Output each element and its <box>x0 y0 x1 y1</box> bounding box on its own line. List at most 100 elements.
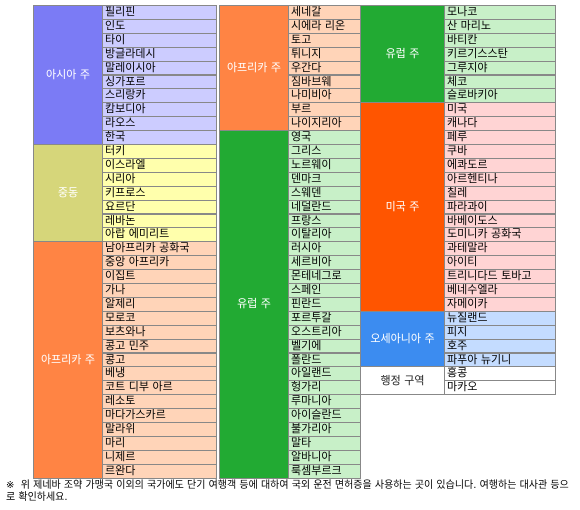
country-cell: 프랑스 <box>288 213 361 229</box>
country-cell: 방글라데시 <box>102 46 217 62</box>
country-cell: 뉴질랜드 <box>444 310 556 326</box>
region-cell: 유럽 주 <box>360 5 445 104</box>
country-cell: 아랍 에미리트 <box>102 227 217 243</box>
country-cell: 영국 <box>288 130 361 145</box>
country-cell: 캄보디아 <box>102 102 217 118</box>
country-cell: 파라과이 <box>444 199 556 215</box>
country-cell: 싱가포르 <box>102 74 217 90</box>
country-cell: 말라위 <box>102 422 217 437</box>
country-cell: 자메이카 <box>444 296 556 312</box>
country-cell: 튀니지 <box>288 46 361 62</box>
country-cell: 모나코 <box>444 5 556 20</box>
country-cell: 모로코 <box>102 310 217 326</box>
country-cell: 노르웨이 <box>288 157 361 173</box>
country-cell: 불가리아 <box>288 422 361 437</box>
country-cell: 필리핀 <box>102 5 217 20</box>
country-cell: 폴란드 <box>288 352 361 368</box>
country-cell: 캐나다 <box>444 116 556 132</box>
country-cell: 니제르 <box>102 449 217 465</box>
country-cell: 베네수엘라 <box>444 283 556 298</box>
country-cell: 네덜란드 <box>288 199 361 215</box>
country-cell: 시에라 리온 <box>288 18 361 34</box>
region-cell: 유럽 주 <box>219 130 289 479</box>
country-cell: 에콰도르 <box>444 157 556 173</box>
country-cell: 루마니아 <box>288 394 361 410</box>
country-cell: 아이슬란드 <box>288 408 361 423</box>
country-cell: 말레이시아 <box>102 60 217 76</box>
country-cell: 헝가리 <box>288 380 361 396</box>
country-cell: 홍콩 <box>444 366 556 382</box>
country-cell: 나미비아 <box>288 88 361 104</box>
country-cell: 덴마크 <box>288 171 361 187</box>
country-cell: 라오스 <box>102 116 217 132</box>
region-cell: 행정 구역 <box>360 366 445 396</box>
country-cell: 우간다 <box>288 60 361 76</box>
country-cell: 바티칸 <box>444 32 556 48</box>
country-cell: 룩셈부르크 <box>288 463 361 479</box>
country-cell: 베냉 <box>102 366 217 382</box>
country-cell: 몬테네그로 <box>288 269 361 284</box>
country-cell: 터키 <box>102 144 217 159</box>
region-cell: 아프리카 주 <box>219 5 289 132</box>
country-cell: 짐바브웨 <box>288 74 361 90</box>
country-cell: 인도 <box>102 18 217 34</box>
country-cell: 마다가스카르 <box>102 408 217 423</box>
region-cell: 중동 <box>33 144 103 243</box>
country-cell: 트리니다드 토바고 <box>444 269 556 284</box>
country-cell: 요르단 <box>102 199 217 215</box>
country-cell: 이집트 <box>102 269 217 284</box>
country-cell: 산 마리노 <box>444 18 556 34</box>
region-cell: 미국 주 <box>360 102 445 312</box>
country-cell: 중앙 아프리카 <box>102 255 217 271</box>
country-cell: 마리 <box>102 435 217 451</box>
country-cell: 피지 <box>444 324 556 340</box>
country-cell: 콩고 민주 <box>102 338 217 354</box>
country-cell: 러시아 <box>288 241 361 257</box>
country-cell: 한국 <box>102 130 217 145</box>
country-cell: 마카오 <box>444 380 556 396</box>
footnote: ※ 위 제네바 조약 가맹국 이외의 국가에도 단기 여행객 등에 대하여 국외… <box>6 480 572 504</box>
country-cell: 오스트리아 <box>288 324 361 340</box>
footnote-text: 위 제네바 조약 가맹국 이외의 국가에도 단기 여행객 등에 대하여 국외 운… <box>6 480 569 503</box>
country-cell: 미국 <box>444 102 556 118</box>
country-cell: 아일랜드 <box>288 366 361 382</box>
country-cell: 아르헨티나 <box>444 171 556 187</box>
country-cell: 칠레 <box>444 185 556 201</box>
country-cell: 레소토 <box>102 394 217 410</box>
country-cell: 스웨덴 <box>288 185 361 201</box>
country-cell: 르완다 <box>102 463 217 479</box>
country-cell: 이스라엘 <box>102 157 217 173</box>
country-cell: 타이 <box>102 32 217 48</box>
country-cell: 체코 <box>444 74 556 90</box>
country-cell: 보츠와나 <box>102 324 217 340</box>
country-cell: 시리아 <box>102 171 217 187</box>
region-cell: 아시아 주 <box>33 5 103 145</box>
country-cell: 도미니카 공화국 <box>444 227 556 243</box>
country-cell: 알제리 <box>102 296 217 312</box>
country-cell: 호주 <box>444 338 556 354</box>
country-cell: 슬로바키아 <box>444 88 556 104</box>
country-cell: 레바논 <box>102 213 217 229</box>
country-cell: 남아프리카 공화국 <box>102 241 217 257</box>
country-cell: 포르투갈 <box>288 310 361 326</box>
country-cell: 알바니아 <box>288 449 361 465</box>
country-cell: 스페인 <box>288 283 361 298</box>
country-cell: 부르 <box>288 102 361 118</box>
country-cell: 나이지리아 <box>288 116 361 132</box>
country-cell: 말타 <box>288 435 361 451</box>
country-cell: 쿠바 <box>444 144 556 159</box>
country-cell: 가나 <box>102 283 217 298</box>
country-cell: 벨기에 <box>288 338 361 354</box>
footnote-mark: ※ <box>6 480 15 491</box>
country-cell: 콩고 <box>102 352 217 368</box>
country-cell: 키프로스 <box>102 185 217 201</box>
country-cell: 키르기스스탄 <box>444 46 556 62</box>
country-cell: 코트 디부 아르 <box>102 380 217 396</box>
country-cell: 토고 <box>288 32 361 48</box>
country-cell: 스리랑카 <box>102 88 217 104</box>
country-cell: 그루지야 <box>444 60 556 76</box>
country-cell: 파푸아 뉴기니 <box>444 352 556 368</box>
country-cell: 세네갈 <box>288 5 361 20</box>
country-cell: 아이티 <box>444 255 556 271</box>
